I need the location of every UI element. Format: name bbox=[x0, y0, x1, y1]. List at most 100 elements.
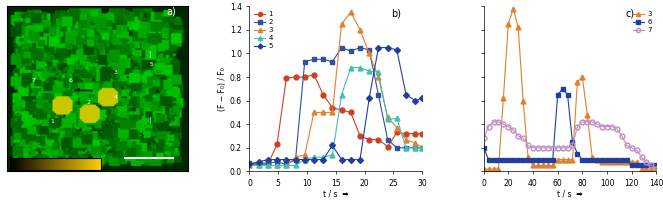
6 bbox=[529, 158, 537, 161]
7 bbox=[642, 161, 650, 163]
5 bbox=[301, 158, 309, 161]
2 bbox=[402, 147, 410, 149]
7 bbox=[499, 123, 507, 125]
Text: 2: 2 bbox=[86, 99, 90, 104]
7 bbox=[505, 125, 512, 128]
7 bbox=[529, 147, 537, 149]
3 bbox=[519, 99, 527, 102]
1 bbox=[310, 73, 318, 76]
7 bbox=[509, 129, 517, 131]
3 bbox=[301, 154, 309, 156]
3 bbox=[319, 111, 327, 114]
7 bbox=[514, 135, 522, 137]
3 bbox=[356, 29, 364, 31]
Y-axis label: (F − F₀) / F₀: (F − F₀) / F₀ bbox=[218, 67, 227, 111]
6 bbox=[524, 158, 532, 161]
3 bbox=[328, 111, 336, 114]
4 bbox=[347, 66, 355, 69]
7 bbox=[524, 144, 532, 147]
Line: 3: 3 bbox=[481, 6, 659, 171]
7 bbox=[544, 147, 552, 149]
2 bbox=[255, 162, 263, 164]
2 bbox=[245, 162, 253, 164]
3 bbox=[509, 7, 517, 10]
3 bbox=[310, 111, 318, 114]
4 bbox=[384, 118, 392, 121]
6 bbox=[559, 88, 567, 90]
4 bbox=[375, 71, 383, 74]
3 bbox=[264, 164, 272, 167]
Line: 4: 4 bbox=[247, 65, 424, 168]
1 bbox=[319, 93, 327, 96]
5 bbox=[245, 163, 253, 166]
4 bbox=[245, 164, 253, 167]
6 bbox=[642, 164, 650, 167]
5 bbox=[418, 97, 426, 99]
Line: 2: 2 bbox=[247, 45, 424, 167]
X-axis label: t / s  ➡: t / s ➡ bbox=[323, 189, 349, 198]
3 bbox=[347, 11, 355, 13]
3 bbox=[633, 161, 640, 163]
1 bbox=[365, 138, 373, 141]
2 bbox=[411, 147, 419, 149]
6 bbox=[603, 158, 611, 161]
3 bbox=[583, 113, 591, 116]
7 bbox=[628, 147, 636, 149]
5 bbox=[375, 46, 383, 49]
2 bbox=[319, 58, 327, 61]
4 bbox=[319, 156, 327, 158]
2 bbox=[356, 46, 364, 49]
7 bbox=[613, 128, 621, 130]
5 bbox=[310, 158, 318, 161]
3 bbox=[402, 138, 410, 141]
6 bbox=[505, 158, 512, 161]
5 bbox=[365, 97, 373, 99]
7 bbox=[623, 144, 631, 147]
7 bbox=[554, 147, 562, 149]
2 bbox=[273, 161, 281, 163]
2 bbox=[337, 46, 345, 49]
7 bbox=[593, 123, 601, 125]
4 bbox=[255, 164, 263, 167]
7 bbox=[598, 125, 606, 128]
6 bbox=[499, 158, 507, 161]
5 bbox=[384, 46, 392, 49]
4 bbox=[264, 164, 272, 167]
3 bbox=[623, 161, 631, 163]
3 bbox=[593, 158, 601, 161]
3 bbox=[642, 168, 650, 170]
Legend: 1, 2, 3, 4, 5: 1, 2, 3, 4, 5 bbox=[253, 10, 274, 51]
6 bbox=[593, 158, 601, 161]
7 bbox=[648, 164, 656, 167]
6 bbox=[495, 158, 503, 161]
Text: Intensity: Intensity bbox=[10, 161, 34, 166]
7 bbox=[638, 156, 646, 158]
6 bbox=[554, 93, 562, 96]
Text: 3: 3 bbox=[113, 70, 117, 75]
Line: 3: 3 bbox=[247, 10, 424, 168]
Line: 1: 1 bbox=[247, 72, 424, 167]
1 bbox=[264, 163, 272, 166]
5 bbox=[356, 158, 364, 161]
3 bbox=[588, 156, 596, 158]
1 bbox=[255, 163, 263, 166]
Text: 7: 7 bbox=[32, 78, 36, 83]
6 bbox=[514, 158, 522, 161]
1 bbox=[292, 76, 300, 78]
1 bbox=[356, 135, 364, 137]
7 bbox=[633, 149, 640, 151]
1 bbox=[282, 77, 290, 79]
4 bbox=[282, 164, 290, 167]
3 bbox=[505, 23, 512, 25]
7 bbox=[495, 121, 503, 123]
2 bbox=[375, 93, 383, 96]
3 bbox=[603, 161, 611, 163]
6 bbox=[564, 93, 572, 96]
1 bbox=[418, 132, 426, 135]
4 bbox=[310, 156, 318, 158]
1 bbox=[384, 145, 392, 148]
3 bbox=[499, 97, 507, 99]
7 bbox=[608, 125, 616, 128]
3 bbox=[495, 168, 503, 170]
6 bbox=[519, 158, 527, 161]
